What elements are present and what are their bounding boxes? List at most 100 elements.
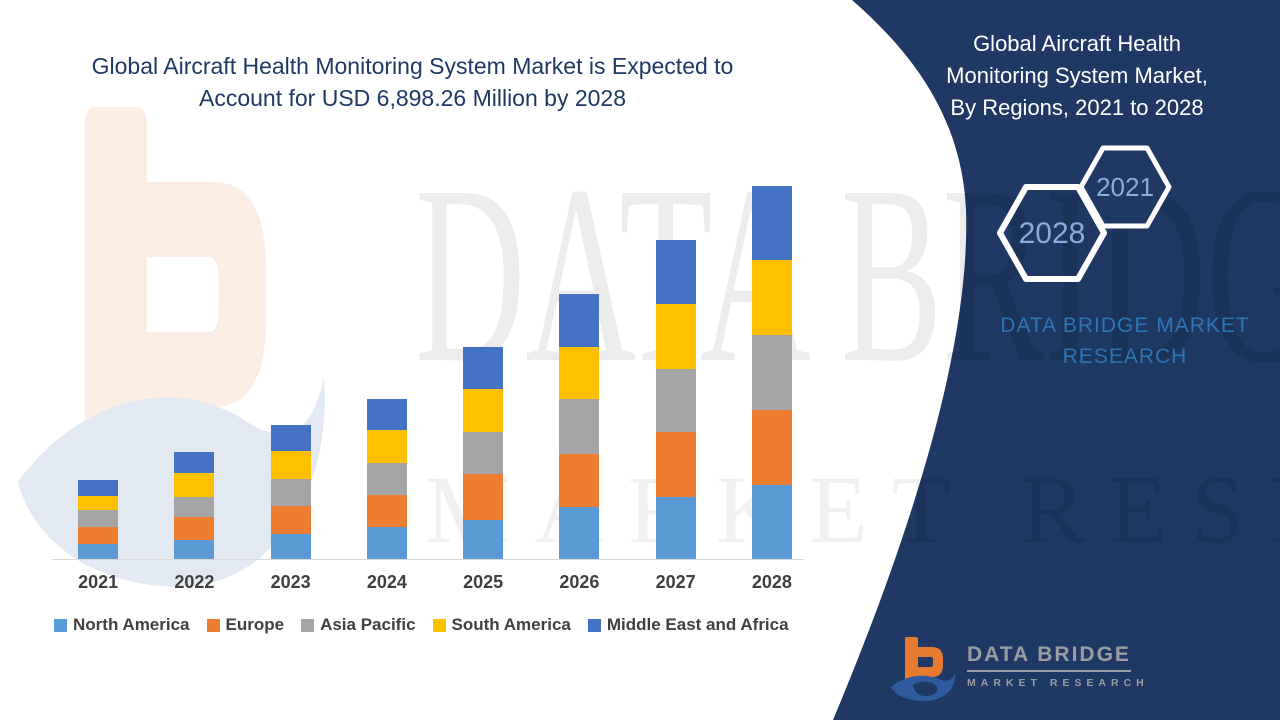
legend-label: Europe bbox=[225, 615, 285, 634]
x-axis-label-2025: 2025 bbox=[463, 572, 504, 592]
footer-brand-text: DATA BRIDGE MARKET RESEARCH bbox=[967, 643, 1149, 689]
bar-segment bbox=[78, 480, 119, 496]
x-axis-label-2022: 2022 bbox=[174, 572, 215, 592]
bar-segment bbox=[655, 496, 696, 560]
bar-column-2023 bbox=[243, 176, 339, 560]
bar-segment bbox=[366, 399, 407, 431]
legend-swatch-icon bbox=[301, 618, 315, 632]
bar-column-2024 bbox=[339, 176, 435, 560]
bar-segment bbox=[174, 516, 215, 540]
stacked-bar-2024 bbox=[366, 399, 407, 560]
bar-segment bbox=[270, 425, 311, 452]
stacked-bar-2021 bbox=[78, 480, 119, 560]
bar-segment bbox=[366, 495, 407, 527]
x-axis-label-2024: 2024 bbox=[366, 572, 407, 592]
x-axis-line bbox=[52, 559, 804, 560]
bar-segment bbox=[751, 185, 792, 261]
hexagon-2021-label: 2021 bbox=[1096, 172, 1154, 202]
hexagon-2028-icon bbox=[1000, 187, 1104, 279]
hexagon-2021-icon bbox=[1081, 148, 1169, 226]
panel-brand-text: DATA BRIDGE MARKET RESEARCH bbox=[960, 310, 1280, 372]
bar-segment bbox=[751, 260, 792, 336]
bar-segment bbox=[174, 496, 215, 517]
footer-brand-logo: DATA BRIDGE MARKET RESEARCH bbox=[889, 635, 1149, 705]
bar-segment bbox=[463, 474, 504, 520]
bar-segment bbox=[463, 347, 504, 390]
legend-label: Asia Pacific bbox=[320, 615, 416, 634]
legend-swatch-icon bbox=[206, 618, 220, 632]
bar-segment bbox=[655, 431, 696, 497]
stacked-bar-2025 bbox=[463, 347, 504, 560]
bar-segment bbox=[559, 293, 600, 347]
stacked-bar-2028 bbox=[751, 185, 792, 560]
stacked-bar-2026 bbox=[559, 293, 600, 560]
panel-title-line3: By Regions, 2021 to 2028 bbox=[950, 95, 1204, 120]
bar-segment bbox=[270, 506, 311, 534]
legend-label: South America bbox=[451, 615, 571, 634]
bar-segment bbox=[751, 410, 792, 486]
legend-item: Asia Pacific bbox=[301, 615, 416, 635]
bar-segment bbox=[78, 495, 119, 510]
bar-segment bbox=[559, 454, 600, 508]
footer-brand-tagline: MARKET RESEARCH bbox=[967, 677, 1149, 689]
legend-item: South America bbox=[432, 615, 571, 635]
chart-legend: North America Europe Asia Pacific South Ame… bbox=[54, 615, 789, 635]
x-axis-label-2026: 2026 bbox=[559, 572, 600, 592]
bar-segment bbox=[463, 519, 504, 560]
bar-segment bbox=[559, 399, 600, 455]
bar-segment bbox=[78, 526, 119, 544]
legend-item: Middle East and Africa bbox=[587, 615, 789, 635]
bar-segment bbox=[78, 544, 119, 560]
stacked-bar-2022 bbox=[174, 451, 215, 560]
stacked-bar-2023 bbox=[270, 425, 311, 560]
bar-segment bbox=[366, 462, 407, 496]
hexagon-2028-label: 2028 bbox=[1019, 217, 1086, 250]
bar-segment bbox=[174, 473, 215, 497]
legend-swatch-icon bbox=[587, 618, 601, 632]
bar-segment bbox=[751, 485, 792, 560]
bar-segment bbox=[655, 368, 696, 432]
bar-segment bbox=[270, 479, 311, 507]
year-hexagons: 2028 2021 bbox=[985, 138, 1185, 288]
legend-item: Europe bbox=[206, 615, 285, 635]
panel-title: Global Aircraft Health Monitoring System… bbox=[912, 28, 1242, 124]
legend-item: North America bbox=[54, 615, 190, 635]
brand-logo-icon bbox=[891, 637, 956, 701]
bar-column-2022 bbox=[146, 176, 242, 560]
bar-segment bbox=[270, 533, 311, 560]
legend-swatch-icon bbox=[432, 618, 446, 632]
x-axis-label-2027: 2027 bbox=[655, 572, 696, 592]
bar-column-2026 bbox=[531, 176, 627, 560]
bar-segment bbox=[463, 432, 504, 475]
bar-segment bbox=[366, 430, 407, 463]
bar-segment bbox=[174, 451, 215, 474]
footer-brand-name: DATA BRIDGE bbox=[967, 643, 1131, 672]
x-axis-label-2023: 2023 bbox=[270, 572, 311, 592]
bar-column-2028 bbox=[724, 176, 820, 560]
bar-segment bbox=[78, 509, 119, 527]
legend-label: North America bbox=[73, 615, 190, 634]
x-axis-label-2028: 2028 bbox=[751, 572, 792, 592]
bar-segment bbox=[751, 335, 792, 411]
chart-title-line2: Account for USD 6,898.26 Million by 2028 bbox=[198, 85, 627, 111]
panel-brand-line2: RESEARCH bbox=[1062, 345, 1188, 368]
x-axis-label-2021: 2021 bbox=[78, 572, 119, 592]
chart-title: Global Aircraft Health Monitoring System… bbox=[40, 50, 785, 114]
bar-segment bbox=[655, 303, 696, 369]
bar-column-2021 bbox=[50, 176, 146, 560]
panel-title-line1: Global Aircraft Health bbox=[973, 31, 1181, 56]
bar-segment bbox=[463, 389, 504, 433]
bar-column-2025 bbox=[435, 176, 531, 560]
bar-chart-plot-area bbox=[50, 176, 820, 560]
stacked-bar-2027 bbox=[655, 240, 696, 560]
panel-brand-line1: DATA BRIDGE MARKET bbox=[1000, 314, 1250, 337]
bar-segment bbox=[366, 526, 407, 560]
bar-column-2027 bbox=[628, 176, 724, 560]
bar-segment bbox=[559, 507, 600, 560]
chart-title-line1: Global Aircraft Health Monitoring System… bbox=[91, 53, 734, 79]
x-axis-labels: 2021 2022 2023 2024 2025 2026 2027 2028 bbox=[50, 572, 820, 593]
legend-label: Middle East and Africa bbox=[606, 615, 789, 634]
bar-segment bbox=[559, 346, 600, 400]
bar-segment bbox=[174, 539, 215, 560]
